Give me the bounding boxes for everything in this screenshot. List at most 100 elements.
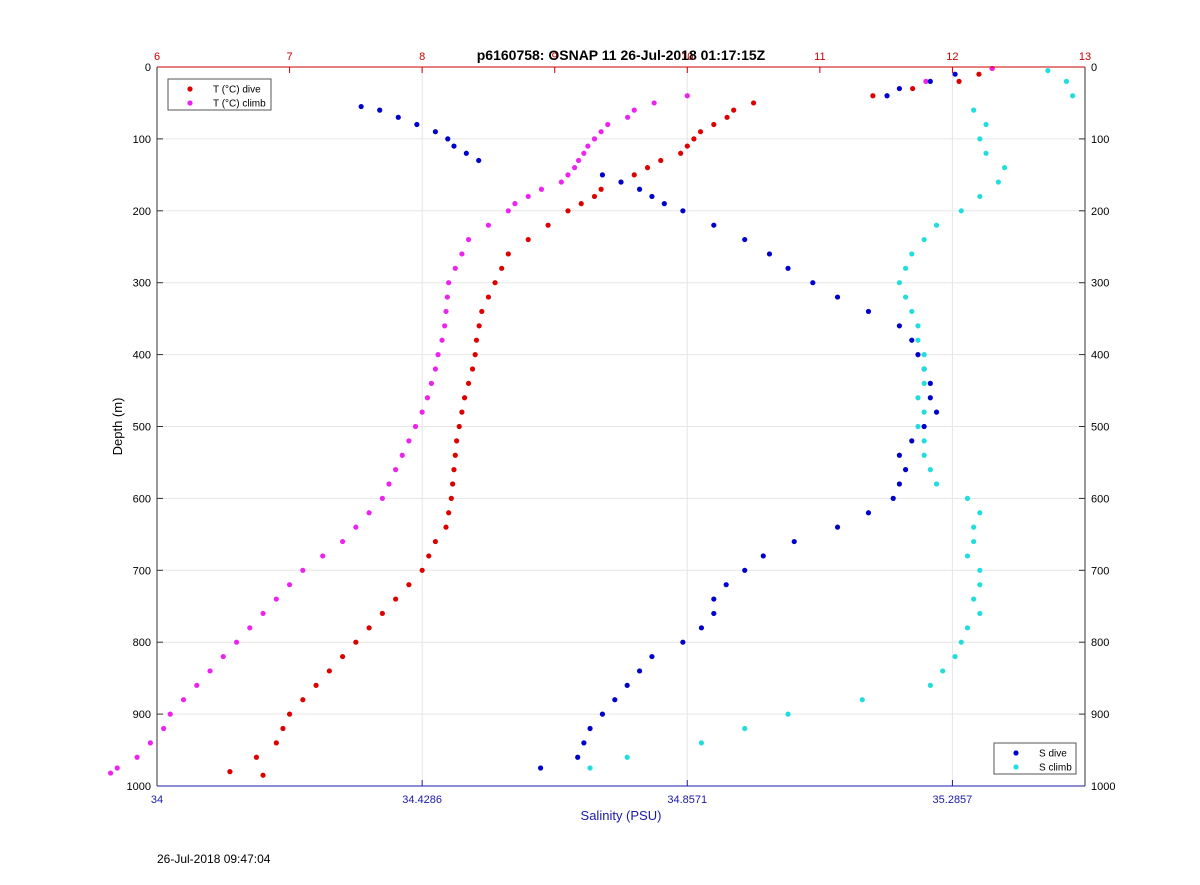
data-point [933, 481, 940, 487]
data-point [958, 639, 964, 645]
data-point [585, 143, 591, 149]
data-point [587, 725, 593, 732]
y-tick-label-left: 900 [133, 709, 151, 721]
legend-salinity: S dive S climb [993, 742, 1077, 775]
data-point [909, 251, 915, 257]
data-point [286, 711, 293, 717]
data-point [412, 423, 419, 430]
data-point [366, 510, 372, 516]
data-point [320, 553, 326, 559]
data-point [167, 711, 173, 717]
data-point [358, 103, 364, 110]
data-point [964, 553, 971, 559]
data-point [678, 150, 684, 156]
data-point [933, 222, 940, 228]
data-point [742, 236, 748, 243]
data-point [723, 582, 729, 588]
data-point [459, 251, 465, 257]
data-point [731, 107, 737, 113]
data-point [680, 208, 686, 214]
y-tick-label-right: 100 [1091, 134, 1109, 146]
data-point [977, 582, 983, 588]
data-point [977, 510, 983, 516]
data-point [300, 697, 306, 703]
data-point [452, 265, 458, 271]
data-point [472, 352, 478, 358]
data-point [896, 481, 903, 487]
x-tick-label-bottom: 35.2857 [933, 794, 973, 806]
data-point [581, 150, 587, 156]
data-point [680, 639, 686, 645]
data-point [971, 107, 977, 113]
data-point [377, 107, 383, 113]
data-point [147, 740, 153, 746]
data-point [419, 567, 425, 573]
data-point [933, 409, 940, 415]
data-point [649, 193, 655, 200]
data-point [499, 265, 505, 271]
data-point [742, 725, 748, 732]
data-point [465, 380, 472, 386]
data-point [114, 765, 120, 771]
data-point [379, 610, 385, 617]
data-point [220, 653, 226, 660]
data-points [108, 65, 1076, 778]
data-point [313, 682, 319, 688]
data-point [424, 395, 431, 401]
data-point [865, 308, 872, 315]
x-tick-label-bottom: 34 [151, 794, 163, 806]
data-point [896, 280, 903, 286]
data-point [442, 323, 448, 329]
data-point [810, 280, 816, 286]
data-point [651, 100, 657, 106]
data-point [711, 610, 717, 617]
data-point [785, 265, 791, 271]
data-point [698, 740, 705, 746]
data-point [684, 143, 690, 149]
data-point [419, 409, 425, 415]
data-point [766, 251, 773, 257]
data-point [599, 711, 606, 717]
series-s-climb [587, 67, 1076, 771]
data-point [280, 725, 286, 732]
data-point [445, 136, 451, 142]
data-point [983, 121, 989, 128]
y-tick-label-right: 200 [1091, 206, 1109, 218]
x-tick-label-top: 8 [419, 51, 425, 63]
data-point [691, 136, 697, 142]
data-point [439, 337, 445, 343]
chart-title: p6160758: OSNAP 11 26-Jul-2018 01:17:15Z [477, 47, 766, 63]
data-point [587, 765, 593, 771]
data-point [273, 740, 279, 746]
data-point [565, 208, 571, 214]
data-point [644, 165, 651, 171]
x-tick-label-top: 6 [154, 51, 160, 63]
x-tick-label-bottom: 34.4286 [402, 794, 442, 806]
data-point [915, 352, 921, 358]
data-point [134, 754, 140, 760]
data-point [964, 625, 971, 631]
legend-temperature-label: T (°C) climb [213, 99, 266, 110]
data-point [977, 193, 983, 200]
data-point [605, 121, 611, 128]
data-point [1070, 93, 1076, 99]
y-tick-label-right: 300 [1091, 278, 1109, 290]
data-point [435, 352, 441, 358]
data-point [505, 208, 511, 214]
data-point [927, 467, 933, 473]
legends: T (°C) dive T (°C) climb S dive S climb [167, 78, 1077, 775]
data-point [1063, 78, 1070, 84]
data-point [340, 653, 346, 660]
data-point [476, 157, 482, 164]
data-point [353, 524, 359, 530]
data-point [921, 423, 927, 430]
series-s-dive [358, 71, 958, 771]
data-point [631, 107, 637, 113]
data-point [711, 222, 717, 228]
data-point [921, 352, 927, 358]
y-tick-label-left: 100 [133, 134, 151, 146]
data-point [834, 294, 841, 300]
data-point [599, 172, 606, 178]
data-point [742, 567, 748, 573]
